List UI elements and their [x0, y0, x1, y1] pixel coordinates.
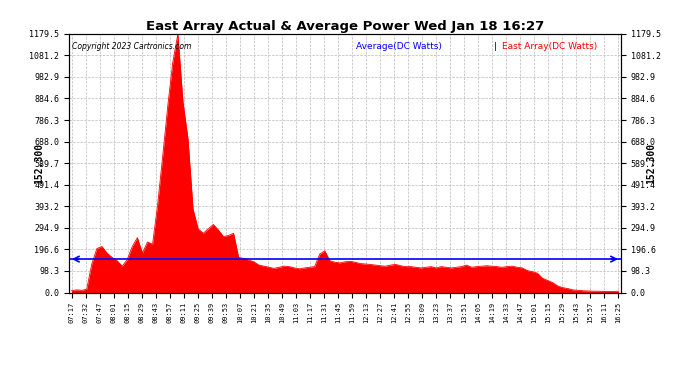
Text: 152.300: 152.300	[34, 142, 43, 184]
Text: Average(DC Watts): Average(DC Watts)	[356, 42, 442, 51]
Text: Copyright 2023 Cartronics.com: Copyright 2023 Cartronics.com	[72, 42, 191, 51]
Text: |: |	[491, 42, 500, 51]
Text: 152.300: 152.300	[647, 142, 656, 184]
Text: East Array(DC Watts): East Array(DC Watts)	[502, 42, 598, 51]
Title: East Array Actual & Average Power Wed Jan 18 16:27: East Array Actual & Average Power Wed Ja…	[146, 20, 544, 33]
